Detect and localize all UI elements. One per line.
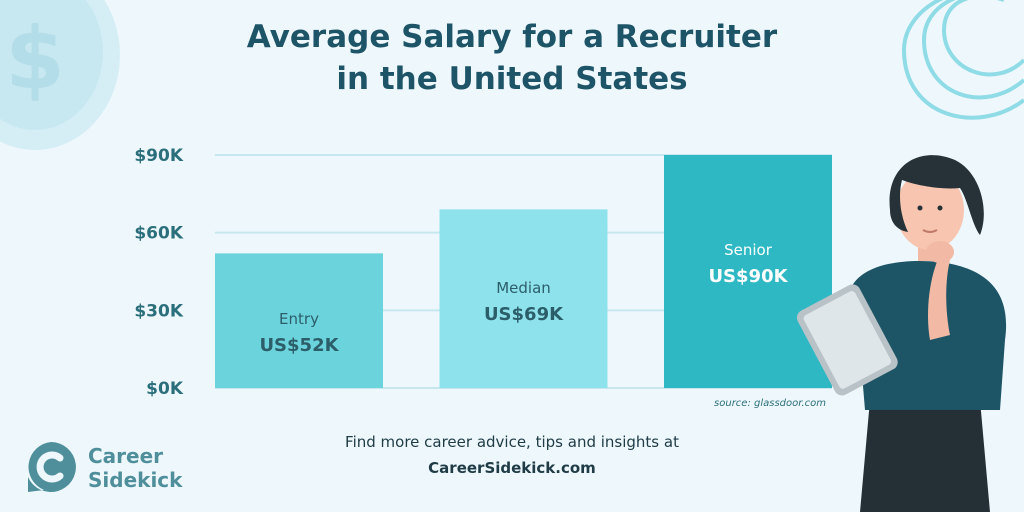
y-tick-label: $60K (134, 224, 183, 244)
category-label: Entry (279, 310, 319, 328)
bar-senior (664, 155, 832, 388)
data-label: US$69K (484, 304, 564, 325)
category-label: Median (496, 279, 551, 297)
brand-name-line-1: Career (88, 444, 164, 468)
bar-median (439, 209, 608, 388)
woman-with-tablet-illustration (796, 155, 1007, 512)
dollar-coin-icon: $ (0, 0, 120, 150)
bar-entry (215, 253, 383, 388)
y-tick-label: $30K (134, 301, 183, 321)
source-note: source: glassdoor.com (714, 398, 826, 409)
data-label: US$52K (259, 335, 339, 356)
title-line-2: in the United States (336, 61, 688, 97)
career-sidekick-logo-icon (28, 442, 76, 492)
y-tick-label: $90K (134, 146, 183, 166)
swirl-decoration-icon (901, 0, 1024, 120)
footer-link[interactable]: CareerSidekick.com (428, 459, 596, 477)
y-tick-label: $0K (146, 379, 184, 399)
data-label: US$90K (708, 266, 788, 287)
title-line-1: Average Salary for a Recruiter (246, 19, 778, 55)
svg-text:$: $ (5, 9, 65, 109)
category-label: Senior (724, 241, 773, 259)
footer-text: Find more career advice, tips and insigh… (345, 433, 679, 451)
chart-title: Average Salary for a Recruiter in the Un… (0, 16, 1024, 100)
brand-name-line-2: Sidekick (88, 468, 183, 492)
